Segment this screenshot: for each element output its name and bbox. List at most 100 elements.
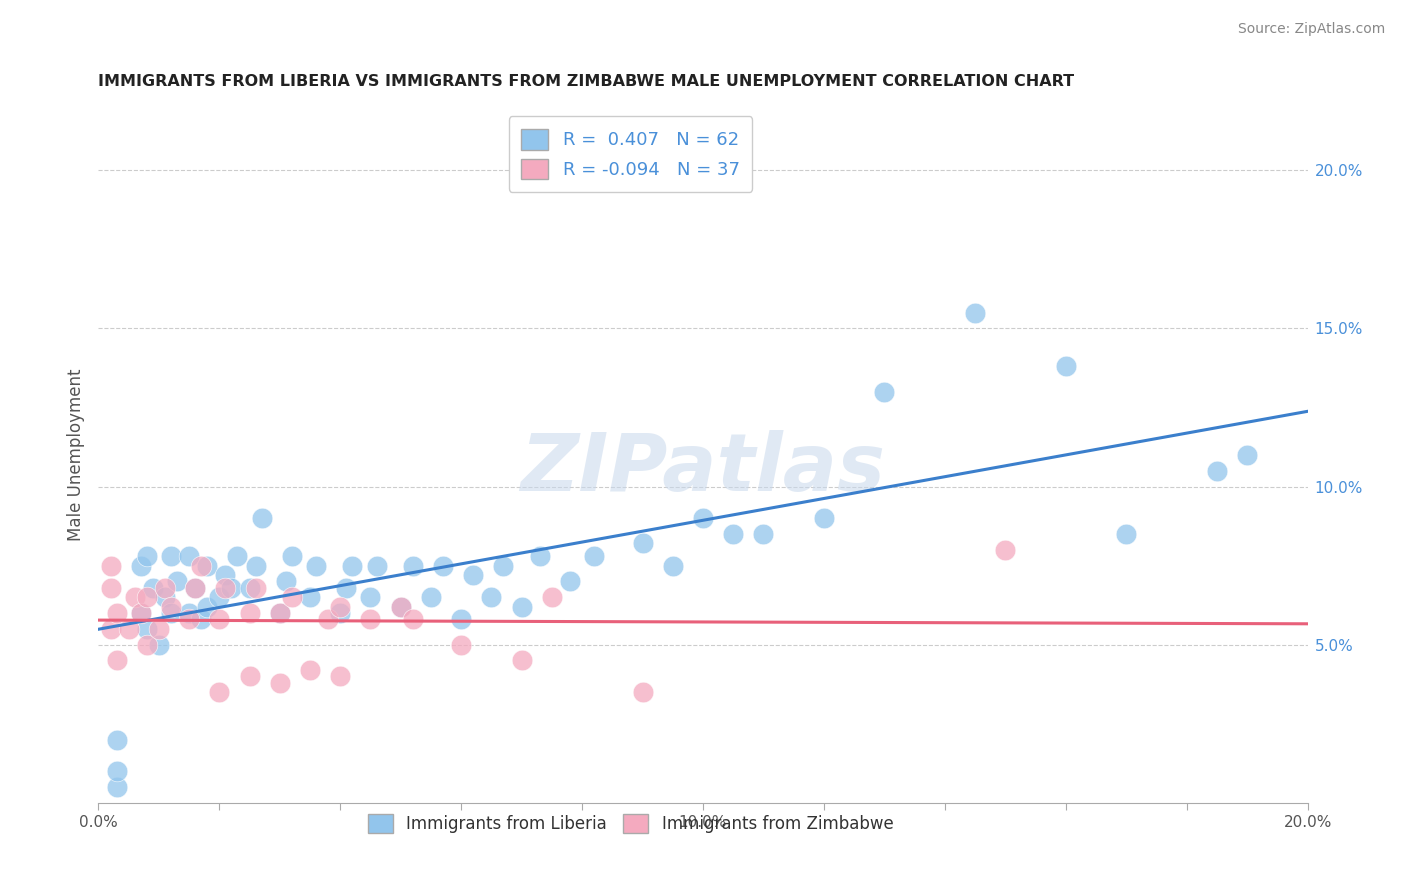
Point [540, 591, 562, 605]
Point [105, 764, 128, 779]
Point [105, 732, 128, 747]
Point [250, 511, 273, 525]
Point [492, 558, 515, 573]
Point [450, 612, 472, 626]
Point [100, 581, 122, 595]
Point [994, 542, 1017, 557]
Point [1054, 359, 1077, 374]
Y-axis label: Male Unemployment: Male Unemployment [66, 368, 84, 541]
Point [179, 549, 201, 563]
Point [100, 558, 122, 573]
Point [195, 599, 218, 614]
Point [135, 549, 157, 563]
Point [129, 606, 152, 620]
Point [360, 591, 382, 605]
Point [269, 606, 291, 620]
Point [316, 612, 339, 626]
Point [510, 653, 533, 667]
Point [105, 653, 128, 667]
Point [208, 685, 231, 699]
Point [184, 581, 207, 595]
Point [214, 568, 236, 582]
Point [135, 591, 157, 605]
Point [281, 591, 304, 605]
Point [631, 536, 654, 550]
Point [245, 558, 267, 573]
Point [208, 612, 231, 626]
Point [105, 606, 128, 620]
Point [335, 581, 357, 595]
Point [148, 622, 170, 636]
Point [166, 574, 188, 589]
Point [389, 599, 412, 614]
Point [723, 527, 745, 541]
Point [105, 780, 128, 794]
Text: Source: ZipAtlas.com: Source: ZipAtlas.com [1237, 22, 1385, 37]
Point [329, 669, 352, 683]
Point [118, 622, 141, 636]
Point [661, 558, 683, 573]
Point [269, 675, 291, 690]
Point [124, 591, 146, 605]
Point [226, 549, 249, 563]
Point [463, 568, 485, 582]
Point [179, 612, 201, 626]
Point [142, 581, 165, 595]
Point [752, 527, 775, 541]
Point [342, 558, 364, 573]
Point [190, 612, 212, 626]
Point [529, 549, 551, 563]
Point [129, 606, 152, 620]
Point [239, 581, 262, 595]
Point [329, 606, 352, 620]
Point [195, 558, 218, 573]
Point [135, 638, 157, 652]
Point [245, 581, 267, 595]
Point [965, 305, 987, 319]
Point [239, 669, 262, 683]
Point [153, 591, 176, 605]
Point [208, 591, 231, 605]
Point [873, 384, 896, 399]
Point [631, 685, 654, 699]
Point [360, 612, 382, 626]
Point [135, 622, 157, 636]
Point [420, 591, 443, 605]
Point [184, 581, 207, 595]
Point [1115, 527, 1137, 541]
Legend: Immigrants from Liberia, Immigrants from Zimbabwe: Immigrants from Liberia, Immigrants from… [361, 807, 900, 839]
Point [239, 606, 262, 620]
Point [160, 606, 183, 620]
Point [402, 612, 425, 626]
Point [299, 591, 322, 605]
Text: ZIPatlas: ZIPatlas [520, 430, 886, 508]
Text: IMMIGRANTS FROM LIBERIA VS IMMIGRANTS FROM ZIMBABWE MALE UNEMPLOYMENT CORRELATIO: IMMIGRANTS FROM LIBERIA VS IMMIGRANTS FR… [98, 74, 1074, 89]
Point [432, 558, 454, 573]
Point [160, 599, 183, 614]
Point [1206, 464, 1229, 478]
Point [214, 581, 236, 595]
Point [558, 574, 581, 589]
Point [100, 622, 122, 636]
Point [148, 638, 170, 652]
Point [389, 599, 412, 614]
Point [1236, 448, 1258, 462]
Point [305, 558, 328, 573]
Point [813, 511, 835, 525]
Point [402, 558, 425, 573]
Point [366, 558, 388, 573]
Point [129, 558, 152, 573]
Point [510, 599, 533, 614]
Point [481, 591, 503, 605]
Point [583, 549, 606, 563]
Point [299, 663, 322, 677]
Point [450, 638, 472, 652]
Point [274, 574, 297, 589]
Point [221, 581, 243, 595]
Point [153, 581, 176, 595]
Point [281, 549, 304, 563]
Point [190, 558, 212, 573]
Point [179, 606, 201, 620]
Point [329, 599, 352, 614]
Point [160, 549, 183, 563]
